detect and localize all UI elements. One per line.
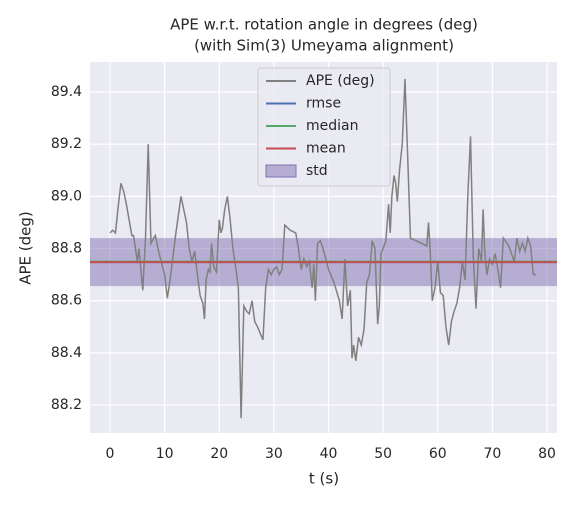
chart-subtitle: (with Sim(3) Umeyama alignment) xyxy=(194,37,454,55)
y-axis-label: APE (deg) xyxy=(17,211,35,285)
legend-label: median xyxy=(306,118,358,134)
x-tick-label: 50 xyxy=(374,446,392,462)
x-tick-label: 30 xyxy=(265,446,283,462)
legend-label: APE (deg) xyxy=(306,73,375,89)
x-tick-label: 70 xyxy=(483,446,501,462)
data-line xyxy=(109,78,537,419)
legend-swatch xyxy=(265,164,297,178)
legend-label: std xyxy=(306,163,328,179)
y-tick-label: 88.4 xyxy=(51,345,82,361)
x-tick-label: 80 xyxy=(538,446,556,462)
y-tick-label: 89.4 xyxy=(51,84,82,100)
y-tick-label: 88.2 xyxy=(51,397,82,413)
y-tick-label: 89.2 xyxy=(51,136,82,152)
y-tick-label: 89.0 xyxy=(51,188,82,204)
x-tick-label: 40 xyxy=(320,446,338,462)
x-tick-label: 60 xyxy=(429,446,447,462)
legend-label: mean xyxy=(306,141,346,157)
legend-label: rmse xyxy=(306,96,341,112)
y-tick-label: 88.6 xyxy=(51,293,82,309)
x-tick-label: 0 xyxy=(106,446,115,462)
x-tick-label: 10 xyxy=(156,446,174,462)
y-tick-label: 88.8 xyxy=(51,241,82,257)
legend-box xyxy=(257,67,391,187)
x-axis-label: t (s) xyxy=(309,470,339,488)
chart-title: APE w.r.t. rotation angle in degrees (de… xyxy=(170,16,478,34)
x-tick-label: 20 xyxy=(210,446,228,462)
